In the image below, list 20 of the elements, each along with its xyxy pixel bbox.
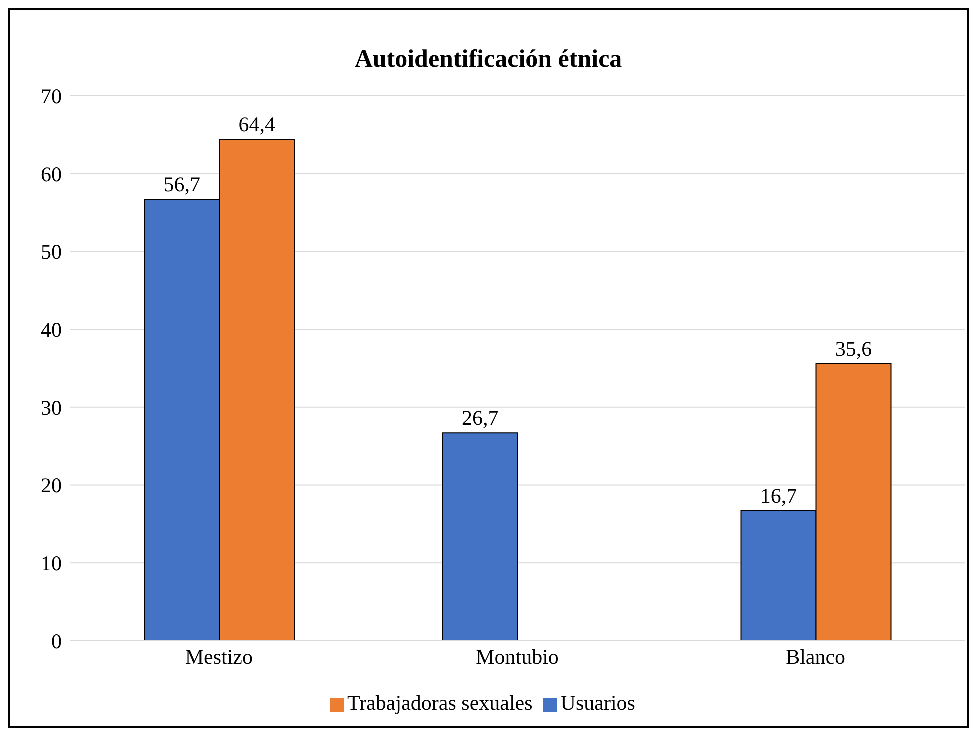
data-label: 26,7 [462, 406, 499, 430]
y-tick-label: 20 [41, 474, 62, 498]
bar [442, 432, 518, 641]
data-label: 35,6 [835, 336, 872, 361]
y-tick-label: 0 [52, 629, 62, 654]
y-tick-label: 10 [41, 552, 62, 576]
data-label: 16,7 [760, 484, 798, 508]
y-tick-label: 40 [41, 318, 62, 342]
y-tick-label: 50 [41, 240, 62, 264]
x-tick-label: Blanco [786, 644, 846, 669]
y-tick-label: 30 [41, 396, 62, 420]
data-label: 56,7 [164, 172, 200, 197]
data-label: 64,4 [238, 112, 276, 137]
chart-title: Autoidentificación étnica [354, 46, 624, 75]
legend-label: Usuarios [560, 691, 636, 715]
x-tick-label: Mestizo [185, 644, 253, 669]
x-tick-label: Montubio [476, 644, 559, 669]
y-tick-label: 70 [41, 84, 62, 108]
legend-label: Trabajadoras sexuales [348, 691, 533, 715]
y-tick-label: 60 [41, 162, 62, 186]
